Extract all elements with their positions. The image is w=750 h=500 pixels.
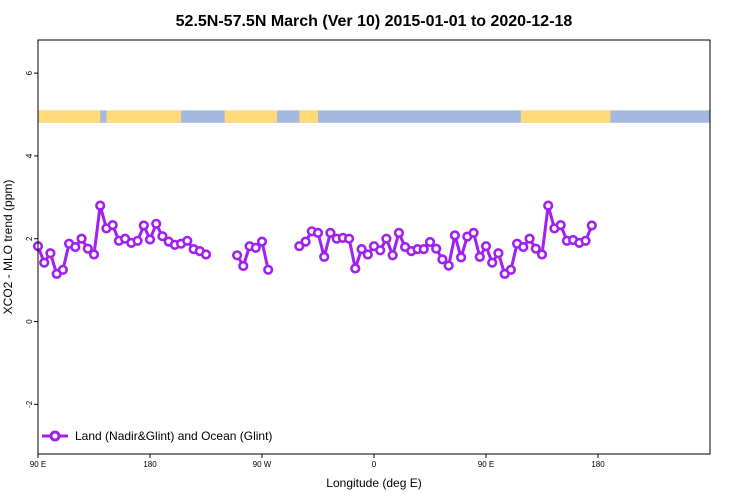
data-point (474, 251, 485, 262)
data-point (356, 244, 367, 255)
legend-marker-swatch (49, 430, 61, 442)
y-tick-label: 4 (25, 153, 34, 158)
surface-type-band (38, 110, 710, 123)
y-tick-label: 6 (25, 70, 34, 75)
data-point (82, 243, 93, 254)
data-point (250, 242, 261, 253)
data-point (586, 220, 597, 231)
data-point (76, 233, 87, 244)
data-point (263, 264, 274, 275)
legend: Land (Nadir&Glint) and Ocean (Glint) (42, 429, 272, 443)
data-point (157, 231, 168, 242)
y-axis-label: XCO2 - MLO trend (ppm) (1, 180, 15, 315)
data-point (144, 234, 156, 245)
land-band-segment (38, 110, 101, 123)
data-point (424, 236, 436, 248)
x-tick-label: 90 W (253, 460, 272, 469)
series-layer (32, 200, 597, 280)
data-point (437, 254, 448, 265)
data-point (505, 264, 517, 275)
y-tick-label: -2 (25, 400, 34, 408)
y-tick-label: 0 (25, 319, 34, 324)
data-point (530, 243, 541, 254)
x-tick-label: 180 (143, 460, 157, 469)
data-point (325, 227, 336, 238)
x-tick-label: 90 E (478, 460, 494, 469)
data-point (300, 236, 311, 247)
data-point (88, 249, 100, 260)
data-point (518, 241, 529, 253)
land-band-segment (299, 110, 318, 123)
data-point (200, 249, 212, 260)
data-point (362, 249, 373, 260)
data-point (294, 241, 305, 252)
data-point (350, 263, 361, 274)
data-point (456, 252, 467, 263)
data-point (319, 251, 330, 262)
data-point (487, 257, 498, 268)
y-axis-ticks: -2 0 2 4 6 (25, 70, 38, 408)
data-point (45, 248, 56, 259)
x-axis-label: Longitude (deg E) (326, 476, 421, 490)
data-point (443, 260, 454, 271)
data-point (232, 250, 243, 261)
data-point (95, 200, 106, 211)
x-axis-ticks: 90 E 180 90 W 0 90 E 180 (30, 454, 605, 469)
data-point (449, 230, 461, 241)
chart-title: 52.5N-57.5N March (Ver 10) 2015-01-01 to… (176, 13, 573, 30)
data-point (344, 233, 355, 244)
data-point (151, 218, 162, 229)
data-point (536, 249, 548, 260)
data-point (580, 235, 591, 246)
y-tick-label: 2 (25, 236, 34, 241)
data-point (387, 250, 398, 261)
data-point (182, 235, 193, 246)
x-tick-label: 90 E (30, 460, 46, 469)
legend-entry: Land (Nadir&Glint) and Ocean (Glint) (75, 429, 272, 443)
data-point (57, 264, 69, 275)
land-band-segment (224, 110, 277, 123)
x-tick-label: 180 (591, 460, 605, 469)
data-point (375, 245, 386, 256)
data-point (70, 241, 81, 253)
data-point (132, 235, 143, 246)
data-point (493, 248, 504, 259)
data-point (555, 220, 566, 231)
data-point (393, 227, 405, 238)
data-point (524, 233, 535, 244)
data-point (238, 260, 249, 272)
data-point (381, 233, 392, 244)
data-point (543, 200, 554, 211)
data-point (418, 244, 429, 255)
x-tick-label: 0 (372, 460, 377, 469)
data-point (312, 227, 324, 238)
data-point (468, 227, 479, 238)
data-point (480, 241, 492, 252)
land-band-segment (106, 110, 182, 123)
data-point (138, 220, 149, 231)
data-point (39, 257, 50, 268)
land-band-segment (520, 110, 611, 123)
data-point (256, 236, 268, 247)
data-point (107, 220, 118, 231)
data-point (431, 243, 442, 254)
